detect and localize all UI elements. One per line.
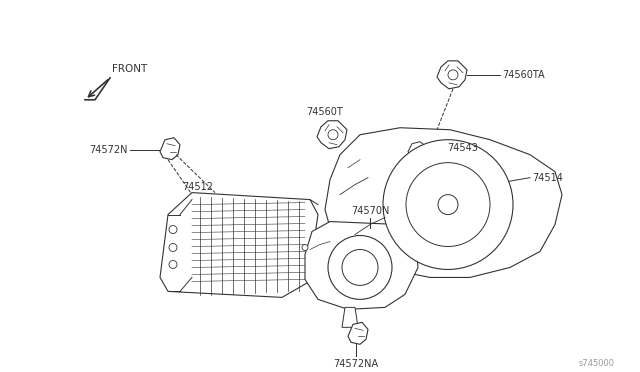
Circle shape bbox=[302, 244, 308, 250]
Circle shape bbox=[383, 140, 513, 269]
Text: 74512: 74512 bbox=[182, 182, 213, 192]
Text: 74570N: 74570N bbox=[351, 206, 389, 215]
Polygon shape bbox=[325, 128, 562, 278]
Text: 74514: 74514 bbox=[532, 173, 563, 183]
Polygon shape bbox=[317, 121, 347, 149]
Circle shape bbox=[169, 244, 177, 251]
Circle shape bbox=[406, 163, 490, 247]
Circle shape bbox=[169, 260, 177, 269]
Circle shape bbox=[342, 250, 378, 285]
Text: FRONT: FRONT bbox=[112, 64, 147, 74]
Circle shape bbox=[328, 130, 338, 140]
Text: 74560TA: 74560TA bbox=[502, 70, 545, 80]
Circle shape bbox=[448, 70, 458, 80]
Text: s745000: s745000 bbox=[579, 359, 615, 368]
Polygon shape bbox=[437, 61, 467, 89]
Text: 74543: 74543 bbox=[447, 143, 478, 153]
Polygon shape bbox=[160, 138, 180, 160]
Circle shape bbox=[169, 225, 177, 234]
Polygon shape bbox=[348, 323, 368, 344]
Polygon shape bbox=[160, 193, 318, 297]
Polygon shape bbox=[408, 142, 428, 162]
Polygon shape bbox=[305, 222, 418, 310]
Text: 74572N: 74572N bbox=[90, 145, 128, 155]
Text: 74560T: 74560T bbox=[307, 107, 344, 117]
Polygon shape bbox=[342, 307, 358, 327]
Circle shape bbox=[438, 195, 458, 215]
Text: 74572NA: 74572NA bbox=[333, 359, 379, 369]
Circle shape bbox=[328, 235, 392, 299]
